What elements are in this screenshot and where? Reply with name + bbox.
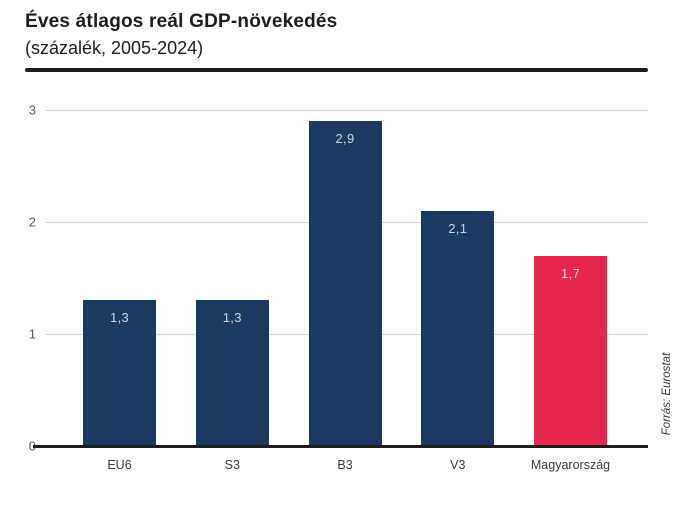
y-axis-tick-label: 1 — [28, 326, 36, 342]
bar-S3: 1,3 — [195, 300, 269, 446]
bar-value-label: 1,3 — [110, 310, 129, 326]
x-axis-label-EU6: EU6 — [107, 458, 132, 472]
x-axis-baseline — [33, 445, 648, 448]
bar-B3: 2,9 — [308, 121, 382, 446]
bar-value-label: 2,1 — [448, 220, 468, 236]
bar-value-label: 1,3 — [222, 310, 242, 326]
x-axis-label-V3: V3 — [450, 458, 466, 472]
y-axis-tick-label: 0 — [10, 439, 36, 454]
bar-V3: 2,1 — [421, 210, 495, 446]
x-axis-label-B3: B3 — [337, 458, 353, 472]
x-axis-label-S3: S3 — [224, 458, 240, 472]
bar-value-label: 2,9 — [335, 131, 355, 147]
chart-title: Éves átlagos reál GDP-növekedés — [25, 11, 338, 32]
bar-Magyarország: 1,7 — [534, 255, 607, 446]
gridline — [45, 110, 648, 111]
x-axis-label-Magyarország: Magyarország — [530, 458, 611, 472]
title-divider-rule — [25, 68, 648, 72]
source-note: Forrás: Eurostat — [661, 352, 673, 436]
bar-EU6: 1,3 — [83, 300, 156, 446]
y-axis-tick-label: 3 — [28, 102, 36, 118]
bar-value-label: 1,7 — [561, 265, 580, 281]
chart-subtitle: (százalék, 2005-2024) — [25, 38, 204, 58]
y-axis-tick-label: 2 — [28, 214, 36, 230]
